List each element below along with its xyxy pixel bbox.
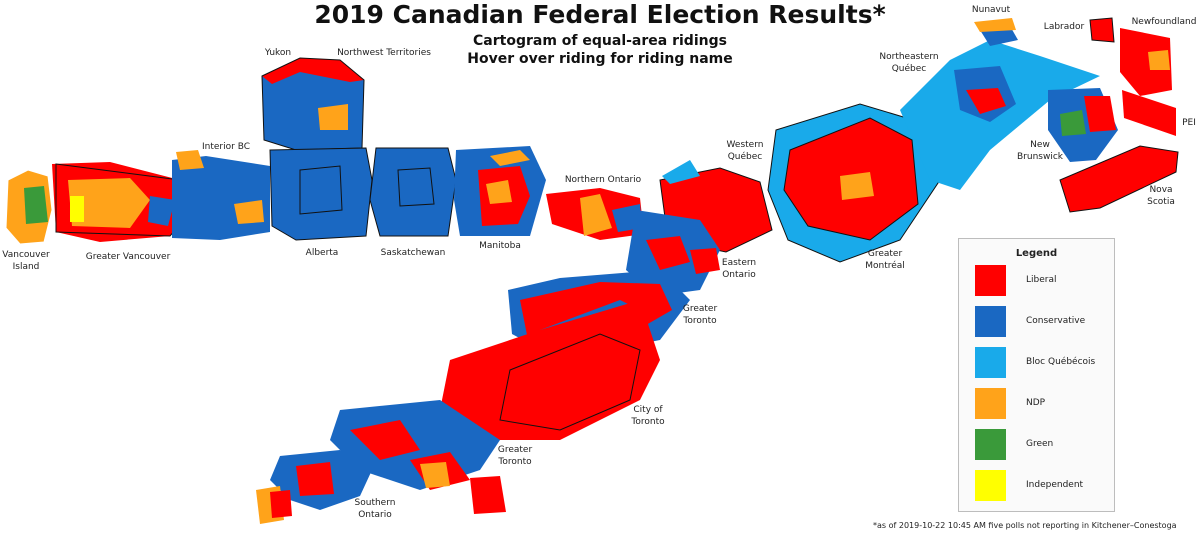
region-alberta[interactable] xyxy=(269,147,373,241)
legend-item-conservative: Conservative xyxy=(975,306,1105,338)
label-interior-bc: Interior BC xyxy=(202,142,250,152)
region-northern-ontario[interactable] xyxy=(546,188,644,240)
legend-swatch-ndp xyxy=(975,388,1006,419)
label-western-quebec: Western Québec xyxy=(726,140,764,162)
label-gta-south: Greater Toronto xyxy=(497,445,533,467)
map-subtitle: Cartogram of equal-area ridings xyxy=(473,33,727,49)
legend-item-independent: Independent xyxy=(975,470,1105,502)
region-pei[interactable] xyxy=(1122,90,1176,136)
legend-swatch-liberal xyxy=(975,265,1006,296)
region-saskatchewan[interactable] xyxy=(369,147,457,237)
region-city-of-toronto[interactable] xyxy=(440,300,660,440)
legend-item-bloc: Bloc Québécois xyxy=(975,347,1105,379)
label-city-of-toronto: City of Toronto xyxy=(631,405,665,427)
label-saskatchewan: Saskatchewan xyxy=(380,248,446,258)
legend-swatch-green xyxy=(975,429,1006,460)
label-greater-vancouver: Greater Vancouver xyxy=(85,252,171,262)
region-northeastern-quebec[interactable] xyxy=(900,18,1100,190)
region-newfoundland[interactable] xyxy=(1120,28,1172,96)
legend: Legend Liberal Conservative Bloc Québéco… xyxy=(958,238,1115,512)
region-greater-toronto-south[interactable] xyxy=(330,400,506,514)
legend-title: Legend xyxy=(1015,248,1058,259)
legend-item-green: Green xyxy=(975,429,1105,461)
region-new-brunswick[interactable] xyxy=(1048,88,1118,162)
legend-swatch-bloc xyxy=(975,347,1006,378)
label-manitoba: Manitoba xyxy=(479,241,521,251)
region-southern-ontario[interactable] xyxy=(256,450,372,524)
label-newfoundland: Newfoundland xyxy=(1131,17,1197,27)
label-vancouver-island: Vancouver Island xyxy=(2,250,50,272)
label-ne-quebec: Northeastern Québec xyxy=(879,52,939,74)
label-nova-scotia: Nova Scotia xyxy=(1147,185,1175,207)
legend-swatch-conservative xyxy=(975,306,1006,337)
region-north-territories[interactable] xyxy=(261,57,365,151)
label-southern-ontario: Southern Ontario xyxy=(354,498,396,520)
map-instruction: Hover over riding for riding name xyxy=(467,51,733,67)
label-gta-north: Greater Toronto xyxy=(682,304,718,326)
region-nova-scotia[interactable] xyxy=(1059,145,1179,213)
label-alberta: Alberta xyxy=(305,248,339,258)
label-northern-ontario: Northern Ontario xyxy=(564,175,642,185)
label-greater-montreal: Greater Montréal xyxy=(865,249,905,271)
label-labrador: Labrador xyxy=(1043,22,1085,32)
region-vancouver-island[interactable] xyxy=(5,169,53,245)
label-eastern-ontario: Eastern Ontario xyxy=(721,258,757,280)
label-yukon: Yukon xyxy=(264,48,292,58)
label-new-brunswick: New Brunswick xyxy=(1017,140,1063,162)
region-greater-montreal[interactable] xyxy=(767,103,941,263)
region-interior-bc[interactable] xyxy=(172,150,270,240)
legend-item-ndp: NDP xyxy=(975,388,1105,420)
label-pei: PEI xyxy=(1182,118,1196,128)
region-greater-vancouver[interactable] xyxy=(52,162,199,242)
map-title: 2019 Canadian Federal Election Results* xyxy=(314,0,886,29)
label-nwt: Northwest Territories xyxy=(337,48,431,58)
legend-item-liberal: Liberal xyxy=(975,265,1105,297)
footnote: *as of 2019-10-22 10:45 AM five polls no… xyxy=(873,521,1177,530)
label-nunavut: Nunavut xyxy=(971,5,1011,15)
region-manitoba[interactable] xyxy=(454,146,546,236)
region-labrador[interactable] xyxy=(1089,17,1115,43)
legend-swatch-independent xyxy=(975,470,1006,501)
